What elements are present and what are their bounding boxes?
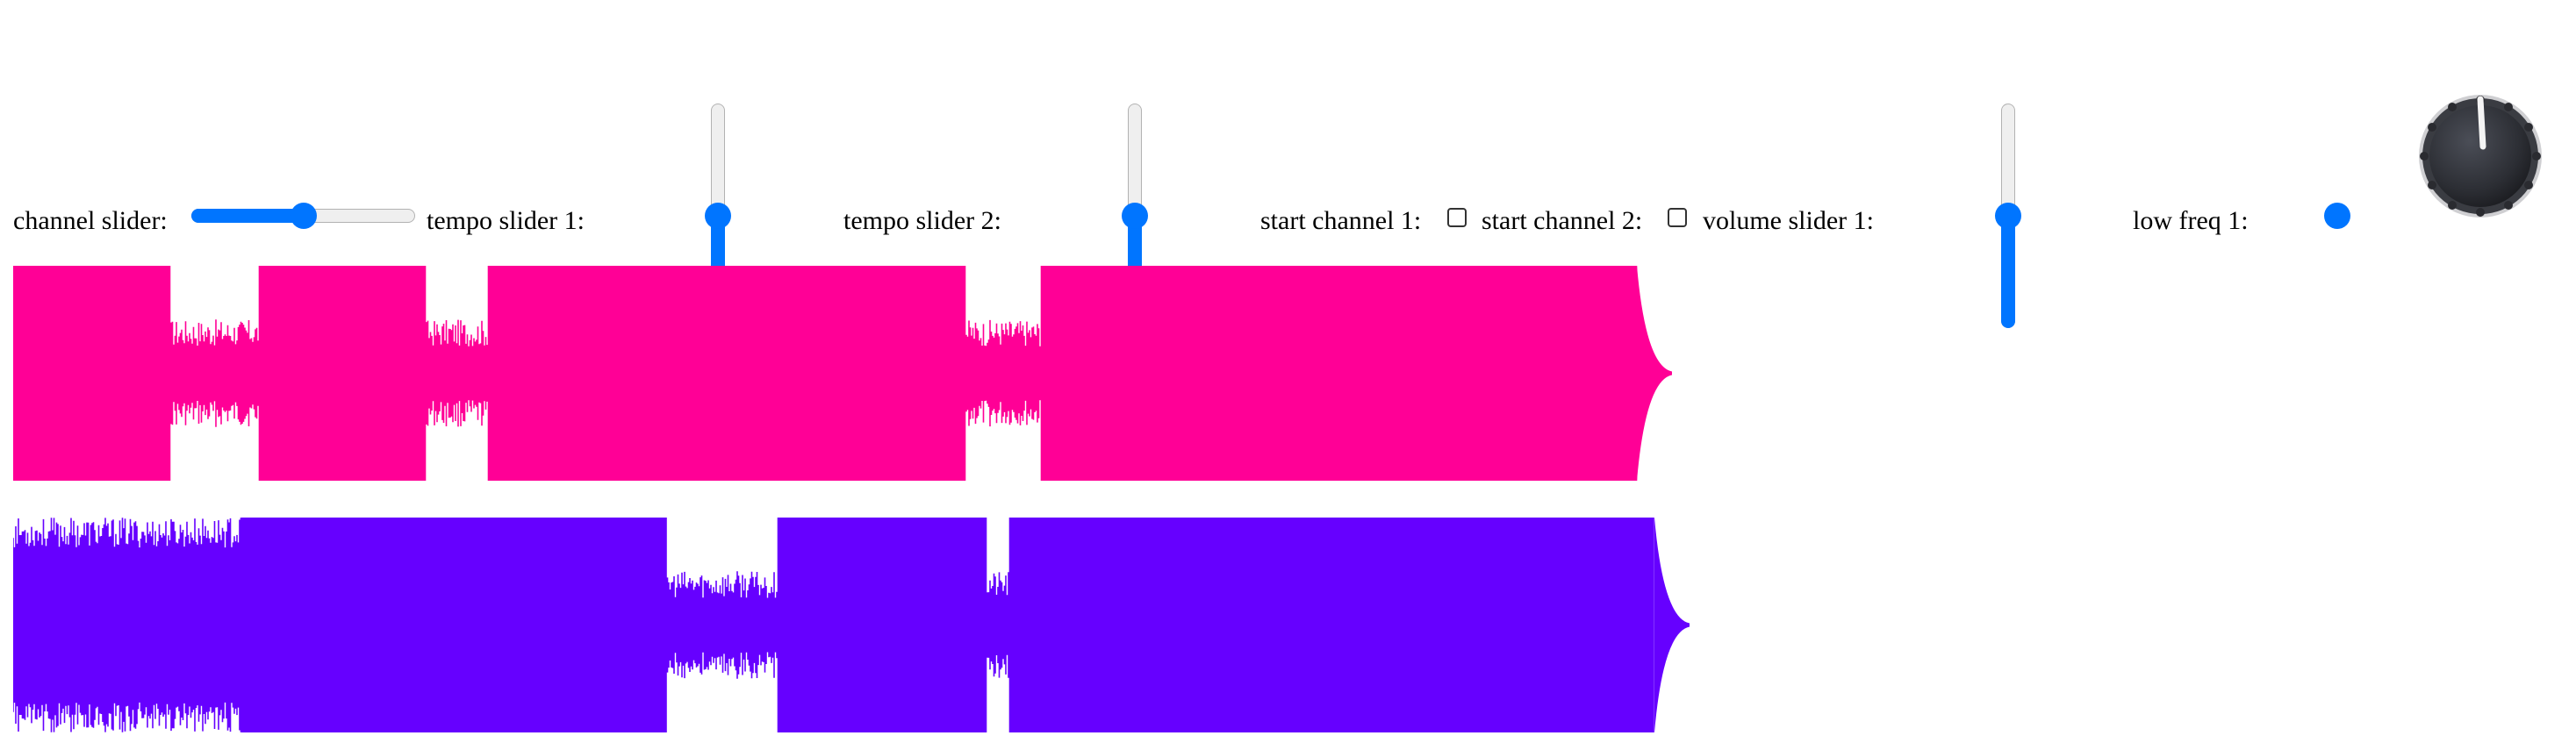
start-channel-1-label: start channel 1: — [1260, 206, 1422, 235]
volume-slider-1-fill — [2001, 216, 2015, 328]
volume-slider-1[interactable] — [1995, 104, 2021, 328]
wave1-tail — [1637, 266, 1672, 481]
knob-icon[interactable] — [2415, 90, 2546, 222]
start-channel-2-checkbox[interactable] — [1668, 208, 1687, 227]
tempo-slider-1-label: tempo slider 1: — [427, 206, 585, 235]
low-freq-1-label: low freq 1: — [2133, 206, 2249, 235]
channel-slider-fill — [191, 209, 304, 223]
volume-slider-1-thumb[interactable] — [1995, 203, 2021, 229]
wave2-signal — [13, 518, 1654, 732]
channel-2-waveform[interactable] — [13, 518, 1698, 732]
tempo-slider-2-thumb[interactable] — [1122, 203, 1148, 229]
start-channel-1-checkbox[interactable] — [1447, 208, 1467, 227]
channel-1-waveform[interactable] — [13, 266, 1698, 481]
wave1-signal — [13, 266, 1638, 481]
tempo-slider-2-label: tempo slider 2: — [843, 206, 1001, 235]
channel-slider-label: channel slider: — [13, 206, 168, 235]
volume-slider-1-label: volume slider 1: — [1703, 206, 1874, 235]
wave2-tail — [1654, 518, 1690, 732]
tempo-slider-1-thumb[interactable] — [705, 203, 731, 229]
channel-slider-thumb[interactable] — [290, 203, 317, 229]
start-channel-2-label: start channel 2: — [1482, 206, 1643, 235]
low-freq-1-handle[interactable] — [2324, 203, 2350, 229]
channel-slider[interactable] — [191, 203, 415, 229]
